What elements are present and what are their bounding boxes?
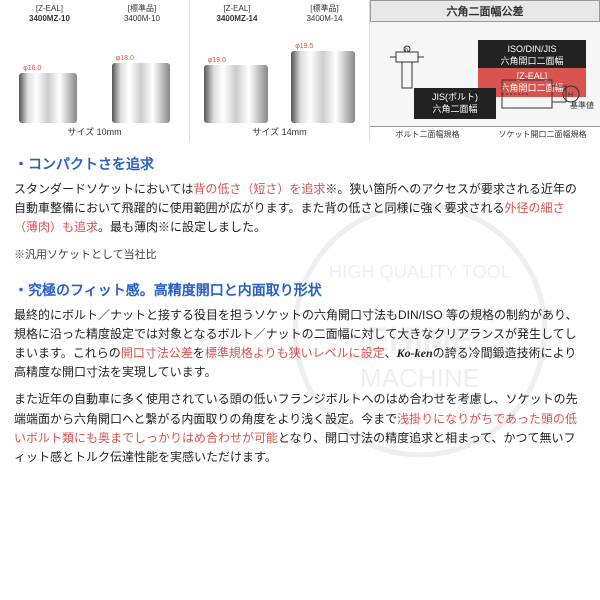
dim-outer: φ18.0 [116, 55, 134, 62]
seg: を [193, 346, 205, 360]
std-code: 3400M-14 [306, 14, 342, 24]
caption-left: ボルト二面幅規格 [370, 127, 485, 142]
top-comparison: [Z-EAL] 3400MZ-10 [標準品] 3400M-10 φ16.0 φ… [0, 0, 600, 142]
label-std-14: [標準品] 3400M-14 [306, 4, 342, 38]
section1-paragraph: スタンダードソケットにおいては背の低さ（短さ）を追求※。狭い箇所へのアクセスが要… [14, 180, 586, 238]
section2-heading: 究極のフィット感。高精度開口と内面取り形状 [14, 280, 586, 300]
iso-din-jis-box: ISO/DIN/JIS 六角開口二面幅 [478, 40, 586, 71]
socket-panel-10mm: [Z-EAL] 3400MZ-10 [標準品] 3400M-10 φ16.0 φ… [0, 0, 190, 142]
brand-koken: Ko-ken [397, 346, 433, 360]
socket-diagram-icon: H [500, 76, 580, 112]
label-zeal-10: [Z-EAL] 3400MZ-10 [29, 4, 70, 38]
std-tag: [標準品] [306, 4, 342, 14]
socket-zeal-14: φ19.0 [204, 65, 268, 123]
box1-l1: ISO/DIN/JIS [507, 44, 556, 54]
section1-heading: コンパクトさを追求 [14, 154, 586, 174]
section2-paragraph1: 最終的にボルト／ナットと接する役目を担うソケットの六角開口寸法もDIN/ISO … [14, 306, 586, 383]
section1-note: ※汎用ソケットとして当社比 [14, 246, 586, 262]
bolt-icon: h [380, 44, 434, 94]
dim-outer: φ19.0 [208, 57, 226, 64]
highlight: 標準規格よりも狭いレベルに設定 [205, 346, 385, 360]
dim-outer: φ16.0 [23, 65, 41, 72]
body-content: コンパクトさを追求 スタンダードソケットにおいては背の低さ（短さ）を追求※。狭い… [0, 142, 600, 481]
socket-panel-14mm: [Z-EAL] 3400MZ-14 [標準品] 3400M-14 φ19.0 φ… [190, 0, 370, 142]
label-zeal-14: [Z-EAL] 3400MZ-14 [217, 4, 258, 38]
seg: 、 [385, 346, 397, 360]
socket-zeal-10: φ16.0 [19, 73, 77, 123]
zeal-tag: [Z-EAL] [29, 4, 70, 14]
seg: スタンダードソケットにおいては [14, 182, 193, 196]
highlight: 開口寸法公差 [121, 346, 193, 360]
socket-std-10: φ18.0 [112, 63, 170, 123]
jis-bolt-box: JIS(ボルト) 六角二面幅 [414, 88, 496, 119]
highlight: 背の低さ（短さ）を追求 [193, 182, 325, 196]
svg-text:H: H [568, 92, 573, 99]
dim-outer: φ19.5 [295, 43, 313, 50]
section2-paragraph2: また近年の自動車に多く使用されている頭の低いフランジボルトへのはめ合わせを考慮し… [14, 390, 586, 467]
size-label: サイズ 10mm [2, 123, 187, 138]
std-tag: [標準品] [124, 4, 160, 14]
size-label: サイズ 14mm [192, 123, 367, 138]
box2-l2: 六角二面幅 [432, 104, 477, 114]
seg: 。最も薄肉※に設定しました。 [98, 220, 266, 234]
std-code: 3400M-10 [124, 14, 160, 24]
label-std-10: [標準品] 3400M-10 [124, 4, 160, 38]
socket-std-14: φ19.5 [291, 51, 355, 123]
zeal-code: 3400MZ-10 [29, 14, 70, 24]
svg-text:h: h [405, 48, 408, 54]
zeal-tag: [Z-EAL] [217, 4, 258, 14]
tolerance-diagram: 六角二面幅公差 h ISO/DIN/JIS 六角開口二面幅 [Z-EAL] 六角… [370, 0, 600, 142]
caption-right: ソケット開口二面幅規格 [485, 127, 600, 142]
box1-l2: 六角開口二面幅 [500, 56, 563, 66]
diagram-title: 六角二面幅公差 [370, 0, 600, 22]
box2-l1: JIS(ボルト) [432, 92, 478, 102]
zeal-code: 3400MZ-14 [217, 14, 258, 24]
